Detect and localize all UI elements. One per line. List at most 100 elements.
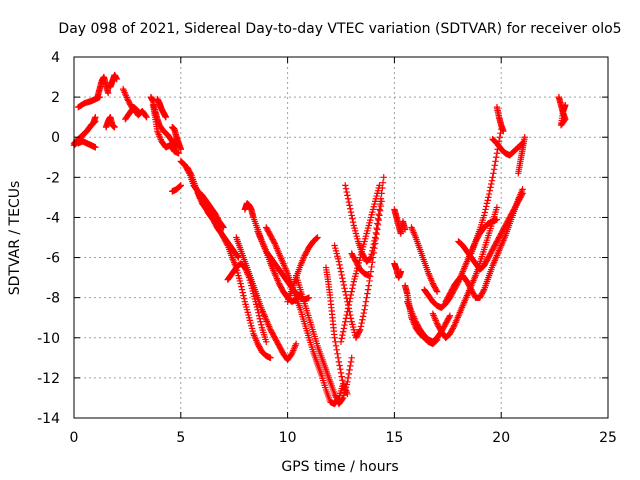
data-point-marker xyxy=(134,107,142,115)
data-point-marker xyxy=(496,134,503,141)
data-point-marker xyxy=(500,128,507,135)
data-point-marker xyxy=(111,123,118,131)
data-point-marker xyxy=(359,316,366,323)
data-point-marker xyxy=(339,275,346,282)
data-point-marker xyxy=(341,285,348,292)
data-point-marker xyxy=(341,321,348,329)
data-point-marker xyxy=(344,305,352,312)
data-point-marker xyxy=(375,210,382,218)
data-point-marker xyxy=(364,286,372,293)
data-point-marker xyxy=(371,234,379,241)
data-point-marker xyxy=(343,311,350,319)
data-point-marker xyxy=(346,298,353,305)
data-point-marker xyxy=(485,194,492,201)
data-point-marker xyxy=(368,251,375,258)
data-point-marker xyxy=(343,188,350,196)
data-point-marker xyxy=(220,224,227,231)
data-point-marker xyxy=(489,174,496,181)
data-point-marker xyxy=(333,346,340,354)
y-tick-label: -14 xyxy=(37,411,60,427)
data-point-marker xyxy=(175,150,182,157)
data-point-marker xyxy=(342,185,350,192)
data-point-marker xyxy=(347,295,354,302)
data-point-marker xyxy=(376,206,383,213)
data-point-marker xyxy=(433,288,441,295)
data-point-marker xyxy=(375,216,382,224)
data-point-marker xyxy=(360,309,367,317)
data-point-marker xyxy=(380,174,387,181)
data-point-marker xyxy=(346,202,353,209)
x-tick-label: 5 xyxy=(176,430,185,446)
data-point-marker xyxy=(369,244,377,251)
y-tick-label: 4 xyxy=(51,50,60,66)
data-point-marker xyxy=(347,291,355,299)
data-point-marker xyxy=(371,237,378,245)
data-point-marker xyxy=(377,195,385,202)
data-point-marker xyxy=(339,377,346,384)
x-tick-label: 25 xyxy=(599,430,617,446)
grid-lines xyxy=(74,57,608,418)
data-point-marker xyxy=(490,166,498,173)
data-point-marker xyxy=(362,298,370,305)
data-point-marker xyxy=(258,321,265,328)
data-point-marker xyxy=(363,294,370,301)
x-axis-label: GPS time / hours xyxy=(281,459,398,475)
data-point-marker xyxy=(344,374,352,382)
data-point-marker xyxy=(338,271,345,279)
data-point-marker xyxy=(267,354,274,362)
data-point-marker xyxy=(305,294,313,301)
data-point-marker xyxy=(483,203,490,210)
data-point-marker xyxy=(519,190,526,197)
data-point-marker xyxy=(357,323,365,330)
data-point-marker xyxy=(446,313,453,321)
data-point-marker xyxy=(134,107,141,114)
data-point-marker xyxy=(488,180,495,188)
data-point-marker xyxy=(347,208,355,216)
data-point-marker xyxy=(270,238,278,246)
data-point-marker xyxy=(337,369,345,377)
data-point-marker xyxy=(335,358,343,366)
data-point-marker xyxy=(332,338,339,345)
data-point-marker xyxy=(357,326,364,333)
data-point-marker xyxy=(313,234,320,242)
data-point-marker xyxy=(342,315,350,322)
data-point-marker xyxy=(484,197,491,204)
data-point-marker xyxy=(365,272,372,279)
data-point-marker xyxy=(349,218,357,226)
data-point-marker xyxy=(487,184,494,191)
data-point-marker xyxy=(240,295,248,302)
data-point-marker xyxy=(337,338,345,345)
data-point-marker xyxy=(370,240,377,248)
data-point-marker xyxy=(334,350,341,358)
data-point-marker xyxy=(376,200,384,208)
data-point-marker xyxy=(240,292,247,299)
data-point-marker xyxy=(562,101,569,109)
data-point-marker xyxy=(338,373,345,380)
data-point-marker xyxy=(263,338,270,345)
data-point-marker xyxy=(337,265,344,272)
data-point-marker xyxy=(374,226,381,233)
data-point-marker xyxy=(104,89,112,97)
data-point-marker xyxy=(345,301,353,309)
data-point-marker xyxy=(142,112,150,120)
data-point-marker xyxy=(490,170,497,177)
data-point-marker xyxy=(339,278,347,285)
data-point-marker xyxy=(337,268,345,275)
data-point-marker xyxy=(334,354,342,362)
data-point-marker xyxy=(348,288,355,295)
y-tick-label: -6 xyxy=(46,251,60,267)
data-point-marker xyxy=(374,220,381,227)
data-point-marker xyxy=(344,195,352,202)
data-point-marker xyxy=(177,182,184,189)
data-point-marker xyxy=(347,205,354,212)
data-point-marker xyxy=(368,263,375,271)
data-point-marker xyxy=(113,75,120,83)
data-point-marker xyxy=(366,255,374,262)
data-point-marker xyxy=(367,254,375,261)
data-point-marker xyxy=(340,281,348,289)
data-point-marker xyxy=(366,255,373,263)
data-point-marker xyxy=(237,280,244,287)
data-point-marker xyxy=(518,191,526,198)
data-point-marker xyxy=(521,134,528,141)
data-point-marker xyxy=(379,179,387,186)
